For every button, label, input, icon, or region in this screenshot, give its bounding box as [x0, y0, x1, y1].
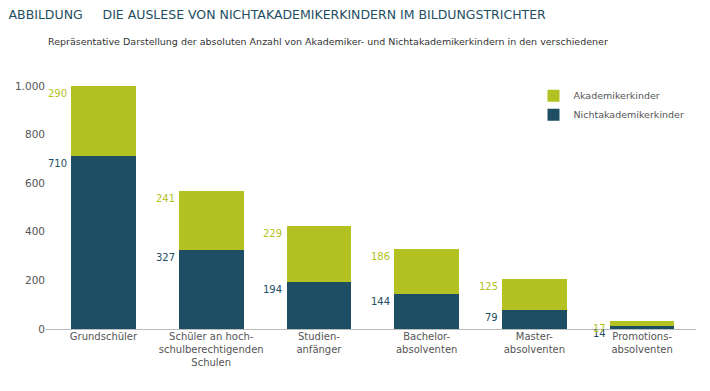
svg-text:125: 125: [479, 281, 498, 292]
svg-text:Studien-anfänger: Studien-anfänger: [296, 331, 342, 355]
svg-text:200: 200: [25, 274, 45, 286]
svg-text:194: 194: [263, 284, 282, 295]
svg-text:Nichtakademikerkinder: Nichtakademikerkinder: [574, 109, 684, 120]
svg-text:Bachelor-absolventen: Bachelor-absolventen: [396, 331, 457, 355]
svg-text:Promotions-absolventen: Promotions-absolventen: [611, 331, 672, 355]
svg-text:0: 0: [38, 323, 45, 335]
svg-text:14: 14: [593, 328, 606, 339]
svg-text:Grundschüler: Grundschüler: [70, 331, 138, 342]
svg-text:144: 144: [371, 296, 390, 307]
svg-text:Akademikerkinder: Akademikerkinder: [574, 90, 660, 101]
svg-text:800: 800: [25, 128, 45, 140]
svg-text:327: 327: [156, 252, 175, 263]
svg-text:290: 290: [48, 88, 67, 99]
svg-text:ABBILDUNG DIE AUSLESE VON: ABBILDUNG DIE AUSLESE VON NICHTAKADEMIKE…: [9, 7, 547, 22]
svg-text:Schüler an hoch-schulberechtig: Schüler an hoch-schulberechtigendenSchul…: [159, 331, 264, 368]
svg-text:79: 79: [485, 312, 498, 323]
svg-text:710: 710: [48, 158, 67, 169]
svg-text:Repräsentative Darstellung der: Repräsentative Darstellung der absoluten…: [48, 36, 608, 47]
svg-text:229: 229: [263, 228, 282, 239]
svg-text:241: 241: [156, 193, 175, 204]
svg-text:Master-absolventen: Master-absolventen: [504, 331, 565, 355]
svg-text:1.000: 1.000: [15, 80, 45, 92]
svg-text:400: 400: [25, 225, 45, 237]
svg-text:186: 186: [371, 251, 390, 262]
svg-text:600: 600: [25, 177, 45, 189]
svg-text:17: 17: [593, 323, 606, 334]
